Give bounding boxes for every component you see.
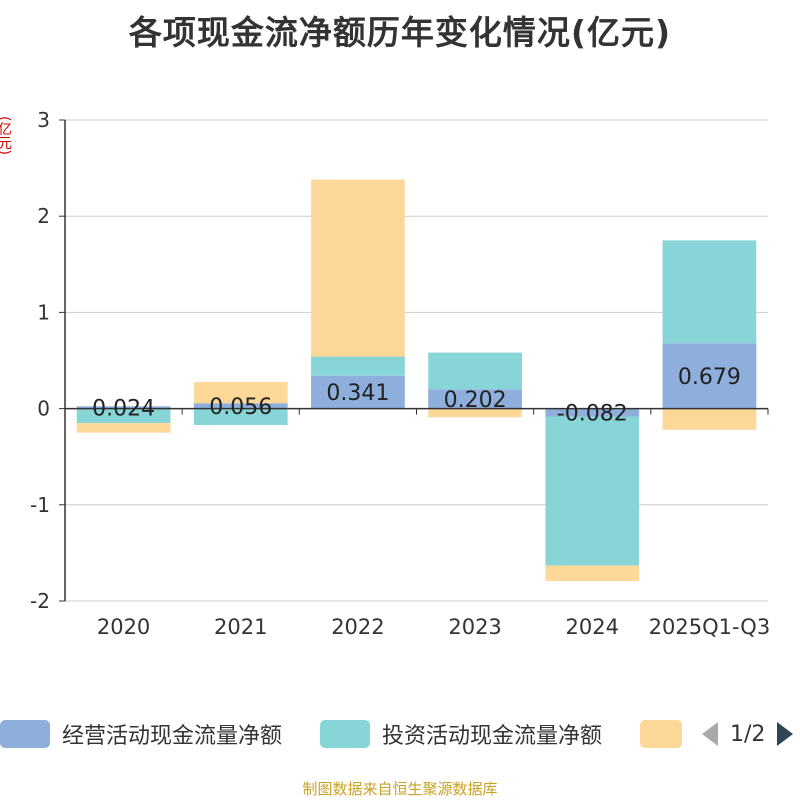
y-tick-label: 3 [37,108,50,132]
data-label: 0.202 [444,388,507,413]
bar-segment [311,179,405,357]
data-label: -0.082 [557,402,628,427]
data-label: 0.341 [326,381,389,406]
y-tick-label: -1 [30,493,50,517]
legend-label-operating: 经营活动现金流量净额 [62,724,283,749]
bar-segment [428,408,522,418]
legend-label-investing: 投资活动现金流量净额 [382,724,603,749]
bar-segment [428,352,522,390]
bar-segment [428,389,522,409]
y-tick-label: 0 [37,397,50,421]
bar-segment [193,403,288,409]
bar-segment [662,408,757,430]
legend-item-financing[interactable] [640,716,682,752]
prev-page-icon[interactable] [700,720,720,748]
y-tick-label: 2 [37,204,50,228]
legend-item-investing[interactable]: 投资活动现金流量净额 [320,716,602,752]
x-tick-label: 2023 [448,615,501,639]
x-tick-label: 2025Q1-Q3 [649,615,771,639]
y-tick-label: 1 [37,300,50,324]
data-label: 0.024 [92,396,155,421]
bar-chart: 3 2 1 0 -1 -2 0.024 0.056 0.341 0.202 -0.082 0.679 2… [30,108,771,639]
bar-segment [311,356,405,376]
bar-segment [545,408,640,417]
legend-pager: 1/2 [700,716,795,752]
legend-item-operating[interactable]: 经营活动现金流量净额 [0,716,282,752]
bar-segment [76,406,171,409]
data-label: 0.056 [209,395,272,420]
data-label: 0.679 [678,365,741,390]
bar-segment [76,408,171,424]
next-page-icon[interactable] [775,720,795,748]
x-tick-label: 2024 [566,615,619,639]
x-tick-label: 2022 [331,615,384,639]
legend-swatch-operating [0,720,50,748]
legend-swatch-investing [320,720,370,748]
legend: 经营活动现金流量净额 投资活动现金流量净额 [0,716,800,752]
chart-title: 各项现金流净额历年变化情况(亿元) [128,13,672,52]
bar-segment [193,408,288,425]
bar-segment [662,240,757,344]
data-source-note: 制图数据来自恒生聚源数据库 [302,780,498,798]
bar-segment [311,375,405,409]
bar-segment [545,565,640,581]
y-axis-unit-label: (亿元) [0,116,12,155]
x-tick-label: 2021 [214,615,267,639]
bar-segment [545,416,640,566]
legend-swatch-financing [640,720,682,748]
bar-segment [76,423,171,433]
bar-segment [193,382,288,404]
bar-segment [662,343,757,409]
y-tick-label: -2 [30,589,50,613]
x-tick-label: 2020 [97,615,150,639]
legend-page-indicator: 1/2 [730,721,766,747]
